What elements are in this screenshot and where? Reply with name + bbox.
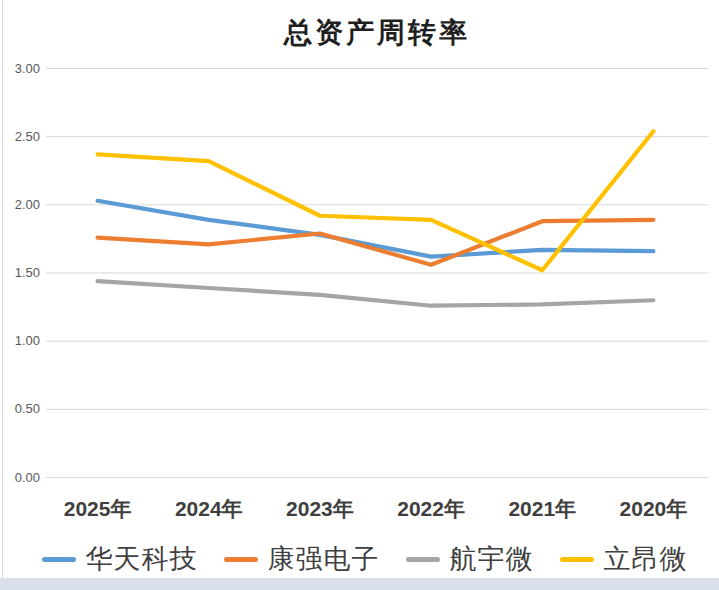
legend-label: 航宇微 — [450, 541, 534, 577]
y-axis-tick-label: 1.00 — [0, 333, 40, 349]
legend-line-swatch — [224, 557, 258, 562]
x-axis-tick-label: 2022年 — [375, 495, 487, 523]
x-axis-tick-label: 2025年 — [42, 495, 154, 523]
legend-label: 华天科技 — [86, 541, 198, 577]
legend-line-swatch — [406, 557, 440, 562]
legend-line-swatch — [42, 557, 76, 562]
chart-legend: 华天科技 康强电子 航宇微 立昂微 — [0, 541, 719, 577]
y-axis-tick-label: 2.50 — [0, 129, 40, 145]
x-axis-tick-label: 2020年 — [597, 495, 709, 523]
legend-label: 立昂微 — [604, 541, 688, 577]
legend-item-航宇微: 航宇微 — [406, 541, 534, 577]
legend-item-康强电子: 康强电子 — [224, 541, 380, 577]
bottom-edge-strip — [0, 578, 719, 590]
legend-item-华天科技: 华天科技 — [42, 541, 198, 577]
legend-item-立昂微: 立昂微 — [560, 541, 688, 577]
y-axis-tick-label: 1.50 — [0, 265, 40, 281]
y-axis-tick-label: 3.00 — [0, 61, 40, 77]
y-axis-tick-label: 0.00 — [0, 470, 40, 486]
y-axis-tick-label: 2.00 — [0, 197, 40, 213]
x-axis-tick-label: 2023年 — [264, 495, 376, 523]
legend-label: 康强电子 — [268, 541, 380, 577]
x-axis-tick-label: 2024年 — [153, 495, 265, 523]
chart-canvas: 总资产周转率 3.002.502.001.501.000.500.00 2025… — [0, 0, 719, 590]
series-line-航宇微 — [98, 281, 654, 306]
x-axis-tick-label: 2021年 — [486, 495, 598, 523]
y-axis-tick-label: 0.50 — [0, 401, 40, 417]
series-line-康强电子 — [98, 220, 654, 265]
legend-line-swatch — [560, 557, 594, 562]
